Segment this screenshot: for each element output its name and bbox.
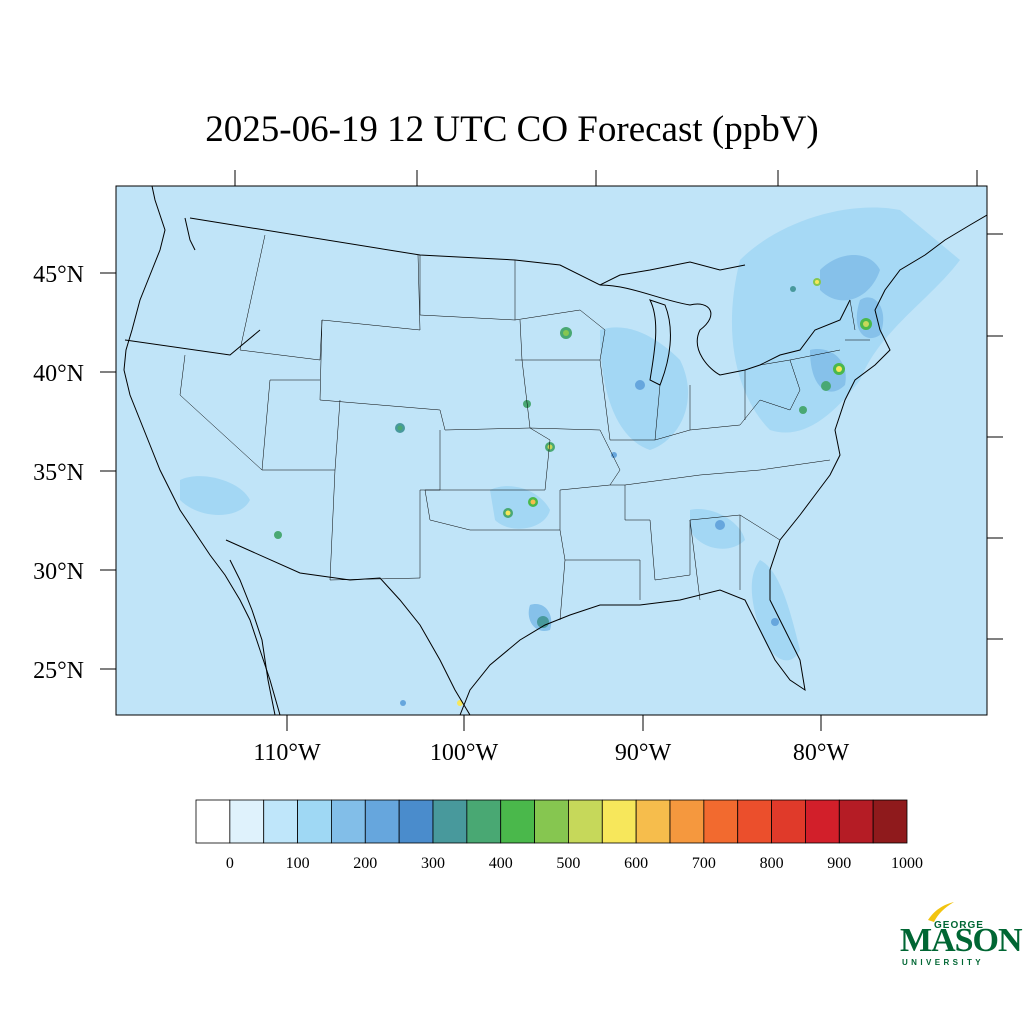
- colorbar-labels: 0 100 200 300 400 500 600 700 800 900 1000: [226, 855, 923, 872]
- colorbar-swatch: [737, 799, 772, 844]
- colorbar-swatch: [669, 799, 705, 844]
- colorbar-label: 900: [827, 855, 851, 872]
- colorbar-swatch: [838, 799, 874, 844]
- gmu-logo: GEORGE MASON UNIVERSITY: [898, 900, 1023, 970]
- colorbar-swatch: [534, 799, 569, 844]
- colorbar-swatch: [500, 799, 535, 844]
- lon-label-100w: 100°W: [430, 740, 499, 766]
- colorbar-label: 700: [692, 855, 716, 872]
- colorbar-swatch: [872, 799, 908, 844]
- colorbar-label: 0: [226, 855, 234, 872]
- colorbar-swatch: [601, 799, 637, 844]
- lat-label-30: 30°N: [33, 559, 84, 585]
- lat-label-35: 35°N: [33, 460, 84, 486]
- logo-swoosh-icon: [928, 902, 954, 922]
- colorbar-label: 600: [624, 855, 648, 872]
- colorbar-swatch: [432, 799, 468, 844]
- colorbar-swatch: [331, 799, 366, 844]
- colorbar-label: 400: [489, 855, 513, 872]
- colorbar-swatch: [398, 799, 434, 844]
- colorbar-swatch: [364, 799, 400, 844]
- lon-label-110w: 110°W: [253, 740, 321, 766]
- colorbar-swatch: [297, 799, 332, 844]
- left-ticks: [100, 272, 116, 670]
- coastlines-and-borders: [123, 186, 987, 715]
- lon-label-90w: 90°W: [615, 740, 672, 766]
- bottom-ticks: [286, 715, 822, 731]
- colorbar: [195, 799, 908, 844]
- map-frame: [115, 185, 988, 716]
- colorbar-swatch: [263, 799, 298, 844]
- colorbar-swatch: [635, 799, 671, 844]
- map-title: 2025-06-19 12 UTC CO Forecast (ppbV): [205, 109, 819, 150]
- colorbar-label: 800: [760, 855, 784, 872]
- colorbar-swatch: [703, 799, 739, 844]
- colorbar-swatch: [229, 799, 265, 844]
- colorbar-swatch: [466, 799, 502, 844]
- logo-line-george: GEORGE: [934, 920, 984, 931]
- colorbar-label: 100: [286, 855, 310, 872]
- logo-line-mason: MASON: [900, 922, 1023, 959]
- colorbar-label: 500: [556, 855, 580, 872]
- lat-label-25: 25°N: [33, 658, 84, 684]
- colorbar-swatch: [195, 799, 231, 844]
- colorbar-label: 300: [421, 855, 445, 872]
- colorbar-label: 1000: [891, 855, 923, 872]
- colorbar-swatch: [771, 799, 806, 844]
- right-ticks: [987, 233, 1003, 640]
- lon-label-80w: 80°W: [793, 740, 850, 766]
- state-borders: [179, 234, 870, 621]
- top-ticks: [234, 170, 978, 186]
- lat-label-40: 40°N: [33, 361, 84, 387]
- colorbar-label: 200: [353, 855, 377, 872]
- colorbar-swatch: [568, 799, 603, 844]
- lat-label-45: 45°N: [33, 262, 84, 288]
- logo-line-university: UNIVERSITY: [902, 958, 985, 967]
- colorbar-swatch: [805, 799, 840, 844]
